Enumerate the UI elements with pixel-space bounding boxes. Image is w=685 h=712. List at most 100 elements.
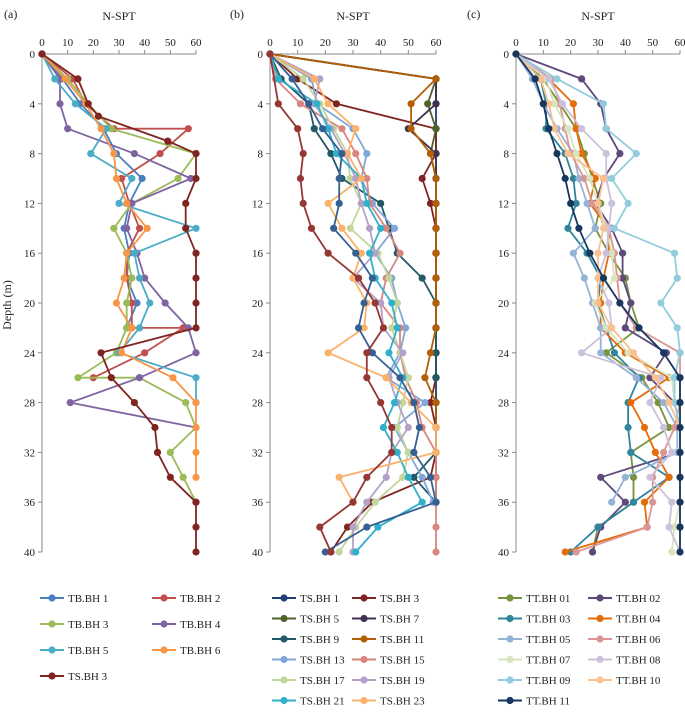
data-point bbox=[676, 473, 684, 481]
data-point bbox=[415, 423, 423, 432]
x-tick-label: 50 bbox=[647, 37, 659, 49]
data-point bbox=[660, 423, 668, 432]
data-point bbox=[676, 523, 684, 531]
data-point bbox=[426, 473, 435, 481]
panel-label-c: (c) bbox=[467, 7, 480, 21]
data-point bbox=[670, 374, 679, 382]
y-axis-title: Depth (m) bbox=[0, 280, 14, 330]
data-point bbox=[357, 249, 365, 257]
legend-swatch-marker bbox=[160, 594, 168, 602]
data-point bbox=[404, 423, 412, 432]
data-point bbox=[64, 125, 72, 133]
data-point bbox=[192, 224, 200, 232]
data-point bbox=[192, 150, 200, 158]
data-point bbox=[324, 199, 332, 207]
data-point bbox=[407, 100, 415, 108]
data-point bbox=[654, 399, 662, 407]
data-point bbox=[123, 224, 131, 232]
data-point bbox=[421, 399, 429, 407]
data-point bbox=[583, 199, 591, 207]
legend-item: TT.BH 06 bbox=[588, 634, 661, 646]
legend-label: TB.BH 2 bbox=[180, 593, 220, 605]
data-point bbox=[668, 448, 676, 456]
data-point bbox=[673, 324, 681, 332]
data-point bbox=[354, 274, 363, 282]
series-line bbox=[41, 53, 197, 503]
data-point bbox=[382, 473, 390, 481]
y-tick-label: 20 bbox=[24, 298, 36, 310]
data-point bbox=[385, 274, 393, 282]
data-point bbox=[432, 174, 440, 183]
data-point bbox=[112, 174, 121, 183]
data-point bbox=[151, 423, 159, 432]
data-point bbox=[621, 473, 629, 481]
data-point bbox=[404, 473, 412, 481]
legend-label: TT.BH 11 bbox=[526, 696, 570, 708]
data-point bbox=[512, 50, 520, 58]
legend-swatch-marker bbox=[280, 676, 288, 684]
x-tick-label: 40 bbox=[620, 37, 632, 49]
data-point bbox=[569, 174, 578, 183]
x-tick-label: 50 bbox=[165, 37, 177, 49]
legend-swatch-marker bbox=[48, 646, 56, 654]
legend-a: TB.BH 1 TB.BH 2 TB.BH 3 TB.BH 4 TB.BH 5 TB.BH… bbox=[40, 593, 221, 683]
data-point bbox=[324, 249, 332, 257]
data-point bbox=[169, 374, 177, 382]
data-point bbox=[578, 125, 586, 133]
data-point bbox=[404, 448, 412, 456]
data-point bbox=[363, 523, 371, 531]
x-tick-label: 30 bbox=[348, 37, 360, 49]
data-point bbox=[569, 100, 578, 108]
x-tick-label: 40 bbox=[375, 37, 387, 49]
data-point bbox=[135, 374, 144, 382]
legend-item: TS.BH 9 bbox=[272, 634, 340, 646]
data-point bbox=[605, 224, 613, 232]
data-point bbox=[123, 249, 131, 257]
data-point bbox=[318, 125, 327, 133]
series-tb-bh-4 bbox=[38, 50, 200, 432]
y-tick-label: 28 bbox=[252, 398, 264, 410]
data-point bbox=[61, 75, 69, 83]
data-point bbox=[578, 150, 586, 158]
legend-item: TS.BH 13 bbox=[272, 655, 345, 667]
data-point bbox=[591, 224, 599, 232]
y-tick-label: 20 bbox=[498, 298, 510, 310]
data-point bbox=[660, 399, 668, 407]
x-tick-label: 20 bbox=[565, 37, 577, 49]
legend-item: TS.BH 17 bbox=[272, 675, 345, 687]
data-point bbox=[572, 150, 580, 158]
data-point bbox=[66, 399, 74, 407]
data-point bbox=[192, 473, 200, 481]
data-point bbox=[313, 100, 321, 108]
legend-item: TB.BH 5 bbox=[40, 645, 109, 657]
data-point bbox=[649, 498, 657, 506]
data-point bbox=[141, 274, 149, 282]
legend-label: TS.BH 9 bbox=[300, 634, 340, 646]
series-tb-bh-3 bbox=[38, 50, 200, 506]
x-tick-label: 60 bbox=[675, 37, 685, 49]
legend-swatch-marker bbox=[506, 635, 514, 643]
series-line bbox=[41, 53, 144, 329]
y-tick-label: 40 bbox=[498, 547, 510, 559]
data-point bbox=[390, 399, 399, 407]
legend-item: TT.BH 10 bbox=[588, 675, 661, 687]
data-point bbox=[676, 498, 684, 506]
legend-item: TB.BH 1 bbox=[40, 593, 108, 605]
data-point bbox=[550, 100, 558, 108]
y-tick-label: 0 bbox=[258, 49, 264, 61]
data-point bbox=[432, 274, 440, 282]
panel-label-b: (b) bbox=[230, 7, 244, 21]
data-point bbox=[599, 174, 608, 183]
series-line bbox=[41, 53, 197, 552]
legend-label: TS.BH 15 bbox=[380, 655, 425, 667]
legend-swatch-marker bbox=[280, 635, 288, 643]
legend-swatch-marker bbox=[506, 614, 514, 623]
data-point bbox=[572, 125, 580, 133]
data-point bbox=[632, 374, 640, 382]
data-point bbox=[670, 249, 679, 257]
y-tick-label: 36 bbox=[24, 497, 36, 509]
data-point bbox=[112, 299, 121, 307]
data-point bbox=[38, 50, 46, 58]
data-point bbox=[426, 349, 435, 357]
data-point bbox=[597, 473, 605, 481]
